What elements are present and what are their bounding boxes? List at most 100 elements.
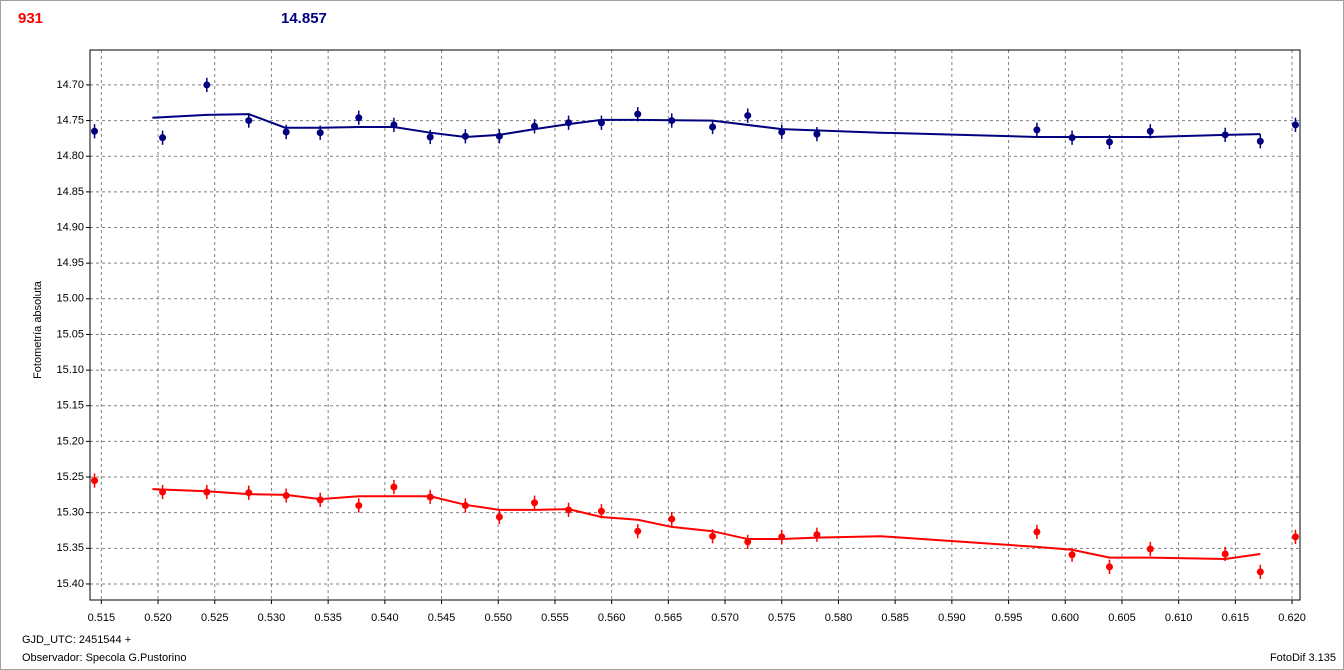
- data-point: [1146, 545, 1154, 553]
- y-tick-label: 14.75: [56, 114, 84, 126]
- y-tick-label: 14.85: [56, 186, 84, 198]
- data-point: [91, 477, 99, 485]
- data-point: [531, 499, 539, 507]
- data-point: [1221, 131, 1229, 139]
- data-point: [1256, 137, 1264, 145]
- x-tick-label: 0.550: [484, 612, 512, 624]
- data-point: [744, 112, 752, 120]
- x-tick-label: 0.545: [428, 612, 456, 624]
- data-point: [1146, 127, 1154, 135]
- data-point: [1068, 134, 1076, 142]
- data-point: [813, 531, 821, 539]
- x-tick-label: 0.585: [881, 612, 909, 624]
- x-tick-label: 0.590: [938, 612, 966, 624]
- data-point: [495, 132, 503, 140]
- y-tick-label: 15.25: [56, 471, 84, 483]
- data-point: [355, 502, 363, 510]
- data-point: [565, 506, 573, 514]
- y-tick-label: 15.35: [56, 542, 84, 554]
- data-point: [744, 538, 752, 546]
- data-point: [91, 127, 99, 135]
- y-tick-label: 15.10: [56, 364, 84, 376]
- data-point: [597, 119, 605, 127]
- data-point: [159, 488, 167, 496]
- data-point: [159, 134, 167, 142]
- data-point: [778, 533, 786, 541]
- data-point: [709, 123, 717, 131]
- x-tick-label: 0.575: [768, 612, 796, 624]
- x-tick-label: 0.530: [258, 612, 286, 624]
- data-point: [390, 121, 398, 129]
- y-axis-label: Fotometría absoluta: [32, 280, 44, 379]
- data-point: [668, 515, 676, 523]
- y-tick-label: 15.00: [56, 293, 84, 305]
- y-tick-label: 15.05: [56, 328, 84, 340]
- data-point: [1221, 550, 1229, 558]
- x-tick-label: 0.610: [1165, 612, 1193, 624]
- data-point: [778, 128, 786, 136]
- data-point: [316, 496, 324, 504]
- data-point: [1105, 138, 1113, 146]
- footer-text: FotoDif 3.135: [1270, 652, 1336, 664]
- readout: 931: [18, 10, 43, 27]
- data-point: [1291, 121, 1299, 129]
- y-tick-label: 14.90: [56, 221, 84, 233]
- data-point: [813, 130, 821, 138]
- data-point: [355, 114, 363, 122]
- data-point: [531, 122, 539, 130]
- data-point: [495, 513, 503, 521]
- x-tick-label: 0.580: [825, 612, 853, 624]
- y-tick-label: 15.15: [56, 400, 84, 412]
- data-point: [634, 527, 642, 535]
- data-point: [1105, 563, 1113, 571]
- data-point: [245, 117, 253, 125]
- x-tick-label: 0.525: [201, 612, 229, 624]
- x-tick-label: 0.535: [314, 612, 342, 624]
- data-point: [461, 132, 469, 140]
- data-point: [668, 117, 676, 125]
- data-point: [426, 133, 434, 141]
- x-tick-label: 0.520: [144, 612, 172, 624]
- data-point: [1033, 528, 1041, 536]
- data-point: [203, 488, 211, 496]
- data-point: [1033, 126, 1041, 134]
- data-point: [597, 507, 605, 515]
- fit-line: [152, 488, 1261, 561]
- data-point: [709, 532, 717, 540]
- data-point: [1291, 533, 1299, 541]
- x-tick-label: 0.605: [1108, 612, 1136, 624]
- data-point: [316, 129, 324, 137]
- data-point: [634, 110, 642, 118]
- x-tick-label: 0.620: [1278, 612, 1306, 624]
- data-point: [565, 119, 573, 127]
- x-tick-label: 0.565: [655, 612, 683, 624]
- data-point: [1256, 568, 1264, 576]
- x-tick-label: 0.560: [598, 612, 626, 624]
- data-point: [1068, 551, 1076, 559]
- x-tick-label: 0.595: [995, 612, 1023, 624]
- x-tick-label: 0.540: [371, 612, 399, 624]
- footer-text: Observador: Specola G.Pustorino: [22, 652, 186, 664]
- x-tick-label: 0.570: [711, 612, 739, 624]
- data-point: [426, 493, 434, 501]
- data-point: [282, 492, 290, 500]
- data-point: [282, 128, 290, 136]
- y-tick-label: 14.95: [56, 257, 84, 269]
- data-point: [203, 81, 211, 89]
- y-tick-label: 15.30: [56, 507, 84, 519]
- plot-area: [90, 50, 1300, 600]
- readout: 14.857: [281, 10, 327, 27]
- data-point: [390, 483, 398, 491]
- y-tick-label: 15.40: [56, 578, 84, 590]
- y-tick-label: 14.80: [56, 150, 84, 162]
- x-tick-label: 0.515: [88, 612, 116, 624]
- y-tick-label: 15.20: [56, 435, 84, 447]
- data-point: [245, 489, 253, 497]
- x-tick-label: 0.615: [1222, 612, 1250, 624]
- x-tick-label: 0.600: [1051, 612, 1079, 624]
- x-tick-label: 0.555: [541, 612, 569, 624]
- y-tick-label: 14.70: [56, 79, 84, 91]
- data-point: [461, 502, 469, 510]
- footer-text: GJD_UTC: 2451544 +: [22, 634, 131, 646]
